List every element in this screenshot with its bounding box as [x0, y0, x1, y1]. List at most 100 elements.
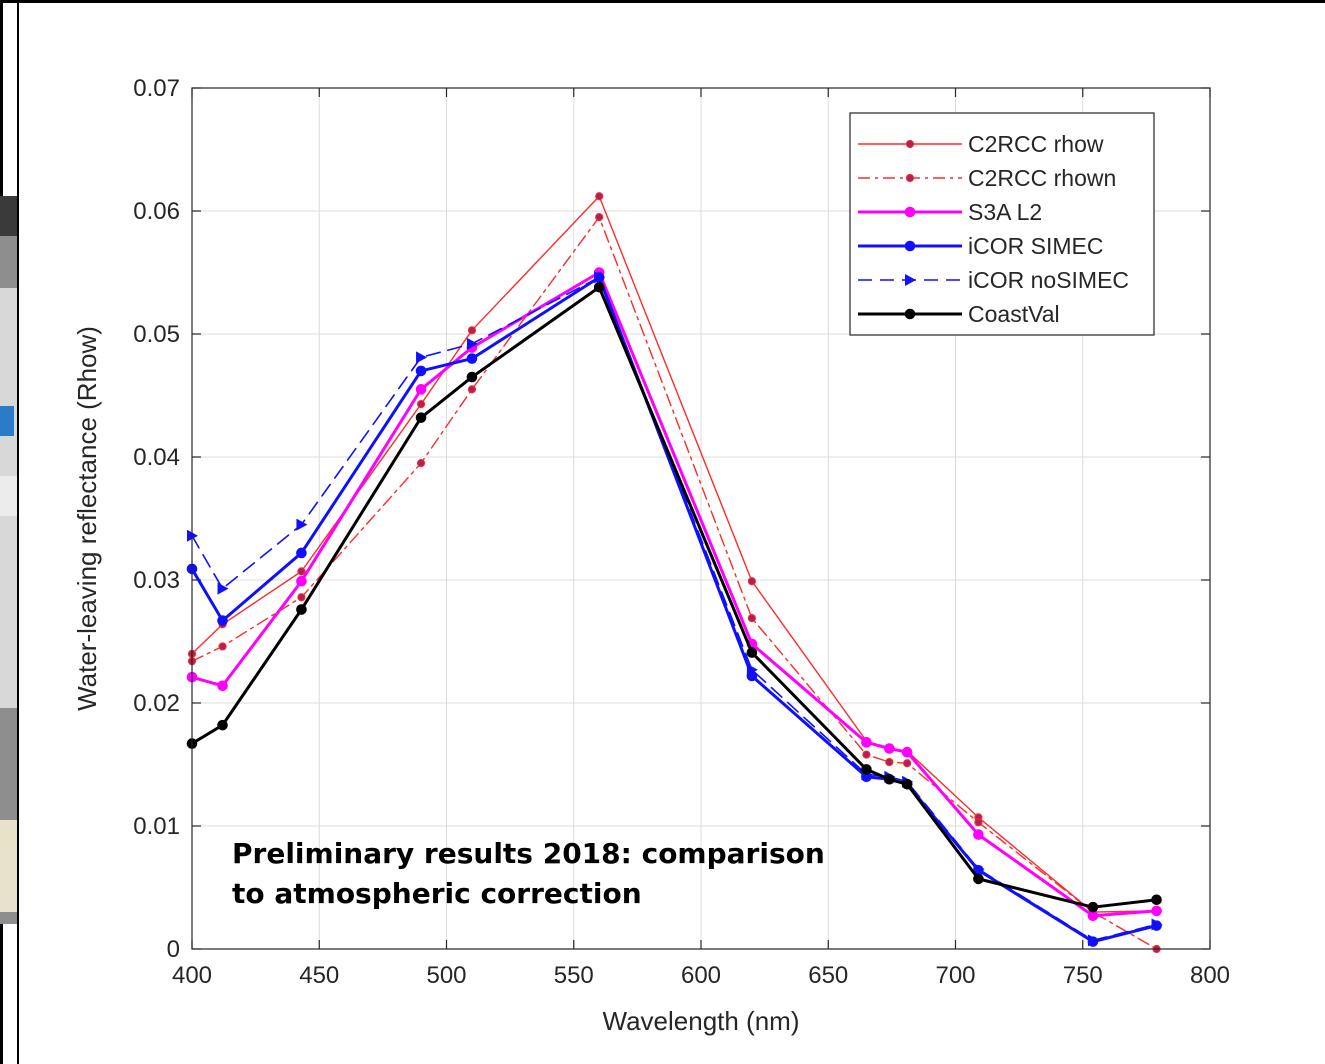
data-point [746, 663, 758, 676]
data-point [217, 582, 229, 595]
data-point [296, 604, 307, 615]
data-point [973, 873, 984, 885]
data-point [297, 567, 306, 576]
data-point [1151, 894, 1162, 906]
data-point [973, 829, 984, 840]
data-point [466, 337, 478, 350]
data-point [1087, 901, 1099, 913]
legend-label: iCOR noSIMEC [968, 267, 1129, 293]
window-edge [17, 3, 19, 1064]
data-point [884, 743, 895, 754]
background-map-thumbnail [0, 820, 17, 912]
data-point [415, 365, 427, 377]
legend-item: iCOR SIMEC [858, 233, 1103, 259]
legend-item: C2RCC rhow [858, 131, 1104, 157]
y-tick-label: 0.02 [133, 690, 180, 717]
background-selected-row [0, 406, 14, 436]
data-point [416, 400, 426, 409]
legend-label: CoastVal [968, 301, 1060, 327]
data-point [594, 271, 606, 284]
x-tick-label: 400 [172, 962, 212, 989]
background-window-sliver [0, 196, 17, 924]
y-tick-label: 0.03 [133, 567, 180, 594]
data-point [903, 759, 912, 768]
legend-item: C2RCC rhown [858, 165, 1116, 191]
legend: C2RCC rhow C2RCC rhown S3A L2 iCOR SIMEC iCO… [849, 112, 1155, 336]
data-point [746, 647, 758, 658]
data-point [861, 737, 872, 748]
legend-box [849, 112, 1155, 336]
data-point [466, 353, 478, 364]
plot-frame [191, 87, 1211, 950]
x-tick-label: 700 [935, 962, 975, 989]
annotation-line-2: to atmospheric correction [232, 877, 642, 910]
x-tick-label: 750 [1063, 962, 1103, 989]
x-axis-label: Wavelength (nm) [603, 1006, 800, 1036]
data-point [296, 575, 307, 587]
data-point [747, 614, 757, 623]
data-point [296, 547, 307, 559]
data-point [415, 384, 427, 395]
data-point [747, 577, 757, 586]
legend-label: C2RCC rhown [968, 165, 1116, 191]
x-tick-label: 600 [681, 962, 721, 989]
data-point [467, 385, 477, 394]
data-point [296, 518, 308, 531]
y-tick-label: 0.07 [133, 75, 180, 102]
data-point [973, 863, 985, 876]
tick-labels: 400 450 500 550 600 650 700 750 800 0 0.01 0.02 0.03… [133, 75, 1230, 989]
x-tick-label: 650 [808, 962, 848, 989]
data-point [905, 173, 915, 183]
legend-label: iCOR SIMEC [968, 233, 1103, 259]
legend-item: CoastVal [858, 301, 1060, 327]
x-tick-label: 450 [299, 962, 339, 989]
y-tick-label: 0.06 [133, 198, 180, 225]
x-tick-label: 500 [426, 962, 466, 989]
y-tick-label: 0 [167, 936, 180, 963]
background-titlebar [0, 196, 17, 236]
data-point [862, 750, 871, 759]
data-point [1087, 934, 1099, 947]
data-point [217, 680, 228, 692]
data-point [217, 615, 228, 626]
data-point [904, 308, 916, 320]
data-point [466, 371, 478, 383]
data-point [904, 206, 916, 218]
annotation-text: Preliminary results 2018: comparison to … [232, 834, 922, 914]
data-point [1151, 905, 1162, 917]
data-point [217, 719, 228, 731]
y-tick-label: 0.04 [133, 444, 180, 471]
data-point [595, 213, 604, 222]
data-point [904, 240, 916, 252]
data-point [905, 139, 915, 149]
data-point [297, 593, 306, 602]
data-point [467, 326, 477, 335]
data-point [901, 778, 913, 790]
data-point [885, 757, 894, 767]
legend-item: S3A L2 [858, 199, 1042, 225]
data-point [974, 818, 983, 827]
data-point [416, 459, 426, 468]
series-coastval [186, 281, 1162, 913]
y-tick-label: 0.05 [133, 321, 180, 348]
series-s3a-l2 [186, 267, 1162, 922]
data-point [905, 274, 916, 286]
background-row [0, 476, 17, 516]
legend-label: S3A L2 [968, 199, 1042, 225]
legend-label: C2RCC rhow [968, 131, 1104, 157]
data-point [861, 764, 872, 775]
data-point [416, 351, 428, 364]
data-point [901, 746, 913, 758]
x-tick-label: 800 [1190, 962, 1230, 989]
y-tick-label: 0.01 [133, 813, 180, 840]
data-point [884, 773, 895, 785]
legend-item: iCOR noSIMEC [858, 267, 1129, 293]
data-point [593, 281, 605, 293]
data-point [415, 412, 427, 423]
data-point [1151, 918, 1163, 931]
data-point [218, 642, 227, 651]
data-point [595, 192, 604, 201]
x-tick-label: 550 [554, 962, 594, 989]
annotation-line-1: Preliminary results 2018: comparison [232, 837, 825, 870]
